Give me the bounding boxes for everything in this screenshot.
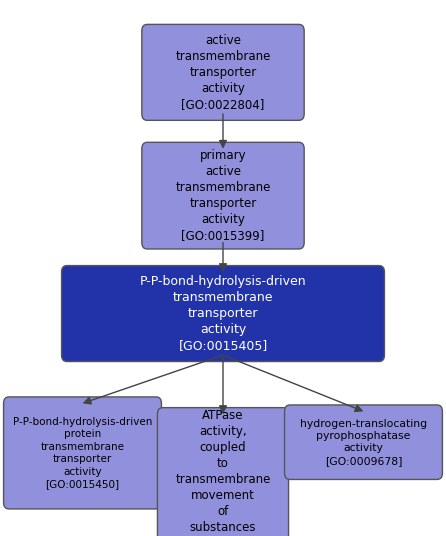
Text: ATPase
activity,
coupled
to
transmembrane
movement
of
substances
[GO:0042626]: ATPase activity, coupled to transmembran… (175, 409, 271, 536)
FancyBboxPatch shape (62, 266, 384, 362)
Text: P-P-bond-hydrolysis-driven
protein
transmembrane
transporter
activity
[GO:001545: P-P-bond-hydrolysis-driven protein trans… (13, 417, 152, 489)
Text: P-P-bond-hydrolysis-driven
transmembrane
transporter
activity
[GO:0015405]: P-P-bond-hydrolysis-driven transmembrane… (140, 275, 306, 352)
FancyBboxPatch shape (4, 397, 161, 509)
FancyBboxPatch shape (285, 405, 442, 480)
FancyBboxPatch shape (157, 407, 289, 536)
Text: hydrogen-translocating
pyrophosphatase
activity
[GO:0009678]: hydrogen-translocating pyrophosphatase a… (300, 419, 427, 466)
Text: primary
active
transmembrane
transporter
activity
[GO:0015399]: primary active transmembrane transporter… (175, 149, 271, 242)
Text: active
transmembrane
transporter
activity
[GO:0022804]: active transmembrane transporter activit… (175, 34, 271, 111)
FancyBboxPatch shape (142, 143, 304, 249)
FancyBboxPatch shape (142, 25, 304, 121)
